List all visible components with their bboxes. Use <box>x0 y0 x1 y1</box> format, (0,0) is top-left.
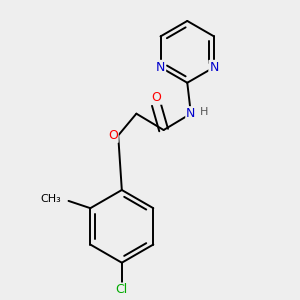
Text: CH₃: CH₃ <box>40 194 61 204</box>
Text: O: O <box>108 129 118 142</box>
Text: H: H <box>200 107 209 117</box>
Text: O: O <box>152 91 161 104</box>
Text: N: N <box>186 107 196 120</box>
Text: N: N <box>209 61 219 74</box>
Text: Cl: Cl <box>116 284 128 296</box>
Text: N: N <box>156 61 165 74</box>
